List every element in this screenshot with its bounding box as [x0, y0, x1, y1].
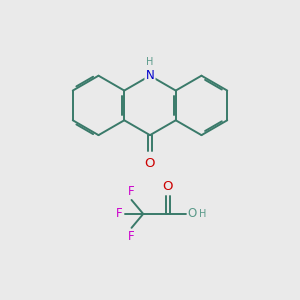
Text: O: O — [188, 207, 197, 220]
Text: H: H — [146, 57, 154, 68]
Text: N: N — [146, 69, 154, 82]
Text: F: F — [116, 207, 122, 220]
Text: F: F — [128, 230, 135, 243]
Text: O: O — [163, 180, 173, 193]
Text: H: H — [199, 208, 206, 219]
Text: F: F — [128, 185, 135, 198]
Text: O: O — [145, 157, 155, 170]
